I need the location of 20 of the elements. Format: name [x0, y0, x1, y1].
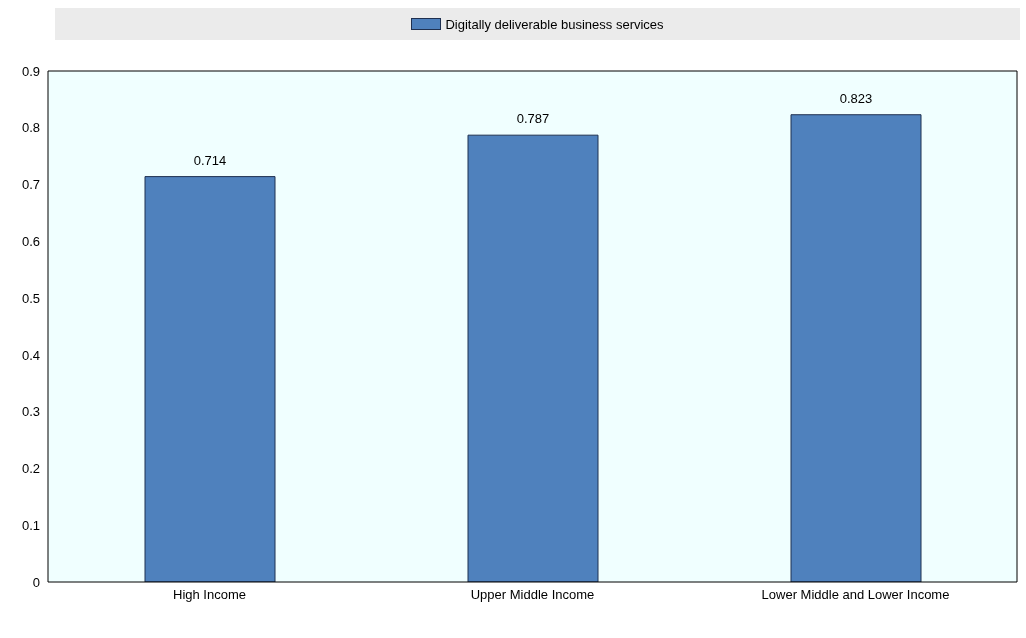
y-tick-label: 0.4 — [21, 347, 40, 363]
data-label: 0.787 — [516, 111, 550, 127]
y-tick-label: 0.1 — [21, 517, 40, 533]
legend-label: Digitally deliverable business services — [444, 16, 664, 32]
bar — [467, 134, 599, 582]
y-tick-label: 0.5 — [21, 290, 40, 306]
bar — [144, 176, 276, 582]
bar — [790, 114, 922, 582]
y-tick-label: 0.6 — [21, 233, 40, 249]
y-tick-label: 0.2 — [21, 461, 40, 477]
y-tick-label: 0.9 — [21, 63, 40, 79]
y-tick-label: 0 — [32, 574, 40, 590]
data-label: 0.823 — [839, 90, 873, 106]
y-tick-label: 0.8 — [21, 120, 40, 136]
data-label: 0.714 — [193, 152, 227, 168]
y-tick-label: 0.3 — [21, 404, 40, 420]
x-tick-label: Upper Middle Income — [470, 587, 595, 603]
y-tick-label: 0.7 — [21, 177, 40, 193]
x-tick-label: High Income — [173, 587, 246, 603]
x-tick-label: Lower Middle and Lower Income — [761, 587, 950, 603]
